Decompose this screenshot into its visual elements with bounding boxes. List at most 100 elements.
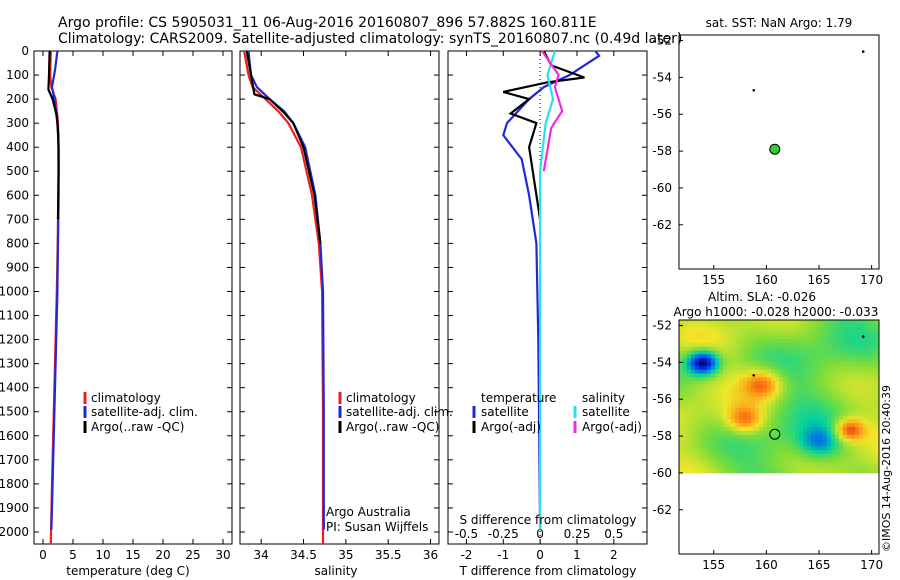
- sla-heatmap-cell: [827, 465, 832, 470]
- sla-heatmap-cell: [735, 438, 740, 443]
- sla-heatmap-cell: [715, 407, 720, 413]
- sla-heatmap-cell: [731, 354, 736, 359]
- sla-heatmap-cell: [703, 434, 708, 439]
- sla-heatmap-cell: [679, 388, 684, 394]
- sla-heatmap-cell: [751, 388, 756, 394]
- sla-heatmap-cell: [855, 373, 860, 378]
- sla-heatmap-cell: [683, 350, 688, 355]
- sla-heatmap-cell: [855, 369, 860, 374]
- sla-heatmap-cell: [787, 404, 792, 409]
- sla-heatmap-cell: [795, 377, 800, 382]
- sla-heatmap-cell: [735, 453, 740, 459]
- sla-heatmap-cell: [851, 339, 856, 344]
- sla-heatmap-cell: [863, 358, 868, 363]
- sla-heatmap-cell: [871, 469, 876, 474]
- sla-heatmap-cell: [759, 350, 764, 355]
- sla-heatmap-cell: [743, 331, 748, 336]
- sla-heatmap-cell: [703, 384, 708, 390]
- sla-heatmap-cell: [827, 457, 832, 462]
- sla-heatmap-cell: [795, 430, 800, 436]
- sla-heatmap-cell: [843, 465, 848, 470]
- sla-heatmap-cell: [827, 339, 832, 344]
- sla-heatmap-cell: [799, 377, 804, 382]
- sla-heatmap-cell: [775, 365, 780, 371]
- sla-heatmap-cell: [803, 457, 808, 462]
- sla-heatmap-cell: [711, 407, 716, 413]
- sla-heatmap-cell: [783, 415, 788, 420]
- sla-heatmap-cell: [767, 365, 772, 371]
- sla-heatmap-cell: [747, 354, 752, 359]
- sla-heatmap-cell: [679, 449, 684, 455]
- sla-heatmap-cell: [831, 365, 836, 371]
- sla-heatmap-cell: [771, 453, 776, 459]
- sla-heatmap-cell: [679, 430, 684, 436]
- sla-heatmap-cell: [839, 438, 844, 443]
- sla-heatmap-cell: [851, 423, 856, 428]
- sla-heatmap-cell: [867, 457, 872, 462]
- sla-heatmap-cell: [787, 346, 792, 351]
- sla-heatmap-cell: [719, 423, 724, 428]
- legend-sal-argo-label: Argo(-adj): [582, 420, 642, 434]
- sla-heatmap-cell: [691, 339, 696, 344]
- sla-heatmap-cell: [787, 415, 792, 420]
- sla-heatmap-cell: [783, 320, 788, 325]
- sla-heatmap-cell: [859, 407, 864, 413]
- sla-heatmap-cell: [751, 342, 756, 348]
- sla-heatmap-cell: [811, 442, 816, 447]
- sla-heatmap-cell: [727, 388, 732, 394]
- sla-heatmap-cell: [699, 346, 704, 351]
- sla-heatmap-cell: [743, 320, 748, 325]
- sla-heatmap-cell: [839, 331, 844, 336]
- sla-heatmap-cell: [715, 392, 720, 397]
- lat-tick-label: -62: [652, 218, 672, 232]
- sla-heatmap-cell: [855, 350, 860, 355]
- sla-heatmap-cell: [687, 442, 692, 447]
- sla-heatmap-cell: [859, 323, 864, 329]
- sla-heatmap-cell: [851, 411, 856, 416]
- sla-heatmap-cell: [867, 373, 872, 378]
- sla-heatmap-cell: [735, 358, 740, 363]
- sla-heatmap-cell: [747, 362, 752, 367]
- sla-heatmap-cell: [699, 461, 704, 466]
- sla-heatmap-cell: [759, 434, 764, 439]
- sla-heatmap-cell: [843, 453, 848, 459]
- sla-heatmap-cell: [703, 327, 708, 332]
- sla-heatmap-cell: [711, 331, 716, 336]
- sla-heatmap-cell: [771, 350, 776, 355]
- sla-heatmap-cell: [707, 423, 712, 428]
- sla-heatmap-cell: [875, 350, 880, 355]
- sla-heatmap-cell: [803, 369, 808, 374]
- sla-heatmap-cell: [803, 354, 808, 359]
- sla-heatmap-cell: [855, 327, 860, 332]
- sla-heatmap-cell: [847, 442, 852, 447]
- sla-heatmap-cell: [815, 449, 820, 455]
- sla-heatmap-cell: [839, 411, 844, 416]
- sla-heatmap-cell: [719, 396, 724, 401]
- sla-heatmap-cell: [835, 331, 840, 336]
- sla-heatmap-cell: [819, 388, 824, 394]
- x-tick-label: 15: [125, 548, 140, 562]
- sla-heatmap-cell: [823, 423, 828, 428]
- sla-heatmap-cell: [795, 381, 800, 386]
- sla-heatmap-cell: [727, 320, 732, 325]
- sla-heatmap-cell: [763, 339, 768, 344]
- sla-heatmap-cell: [731, 342, 736, 348]
- sla-heatmap-cell: [727, 346, 732, 351]
- sla-heatmap-cell: [823, 335, 828, 340]
- sla-heatmap-cell: [835, 346, 840, 351]
- sla-heatmap-cell: [751, 407, 756, 413]
- x-tick-label: -1: [497, 548, 509, 562]
- sla-heatmap-cell: [811, 453, 816, 459]
- sla-heatmap-cell: [775, 442, 780, 447]
- sla-heatmap-cell: [763, 411, 768, 416]
- x-tick-label: 25: [185, 548, 200, 562]
- sla-heatmap-cell: [851, 469, 856, 474]
- sla-heatmap-cell: [843, 430, 848, 436]
- sla-heatmap-cell: [703, 323, 708, 329]
- sla-heatmap-cell: [751, 465, 756, 470]
- sla-heatmap-cell: [851, 427, 856, 432]
- sla-heatmap-cell: [747, 396, 752, 401]
- sla-heatmap-cell: [771, 335, 776, 340]
- sla-heatmap-cell: [743, 419, 748, 424]
- s-difference-tick-label: -0.5: [455, 527, 478, 541]
